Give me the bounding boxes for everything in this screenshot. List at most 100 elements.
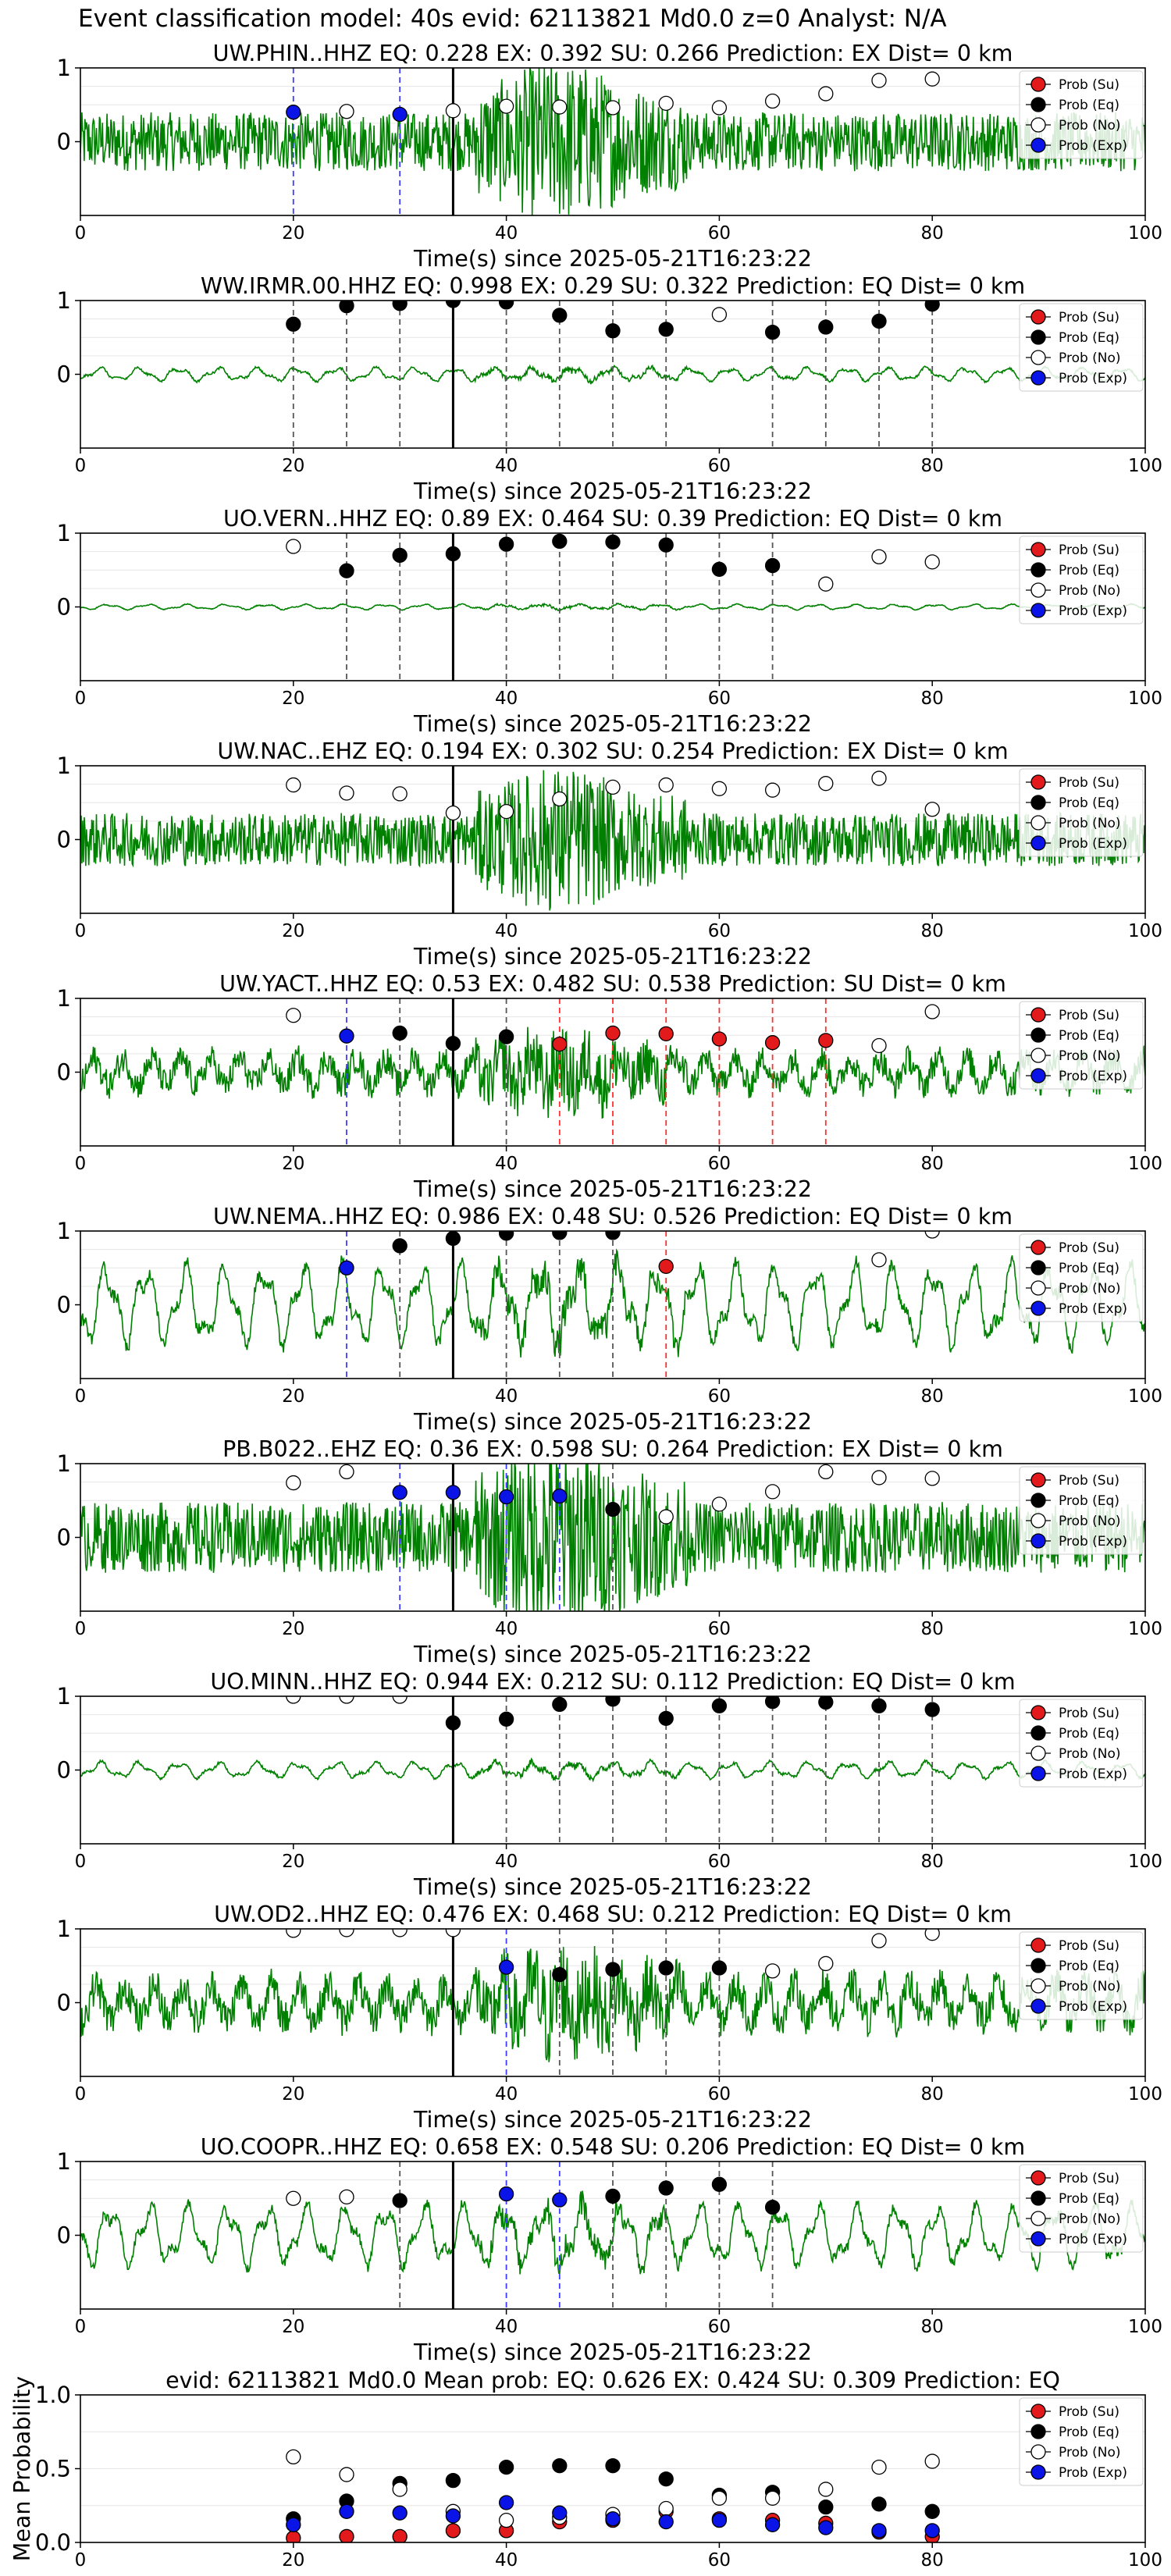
panel-title: evid: 62113821 Md0.0 Mean prob: EQ: 0.62… [166, 2368, 1060, 2393]
legend-label: Prob (No) [1059, 1281, 1121, 1297]
legend-label: Prob (Su) [1059, 2171, 1119, 2186]
prob-point-no [764, 1484, 781, 1500]
x-tick-label: 60 [708, 1619, 731, 1639]
legend-label: Prob (No) [1059, 118, 1121, 133]
x-tick-label: 40 [495, 456, 518, 476]
x-tick-label: 40 [495, 223, 518, 244]
prob-point-no [445, 805, 461, 821]
legend-label: Prob (Eq) [1059, 1261, 1119, 1276]
x-tick-label: 80 [921, 1386, 944, 1407]
y-tick-label: 1.0 [35, 2382, 71, 2408]
waveform [80, 68, 1145, 215]
y-tick-label: 0 [57, 1525, 71, 1551]
prob-point-exp [339, 1260, 354, 1276]
prob-point-no [339, 2189, 354, 2205]
x-axis-label: Time(s) since 2025-05-21T16:23:22 [413, 1409, 812, 1435]
legend-box [1019, 1233, 1144, 1322]
y-tick-label: 1 [57, 2148, 71, 2175]
prob-point-no [605, 779, 621, 795]
legend-marker [1030, 1533, 1046, 1549]
x-tick-label: 80 [921, 1852, 944, 1872]
prob-point-exp [445, 1485, 461, 1500]
prob-point-no [286, 2449, 301, 2465]
legend-label: Prob (Eq) [1059, 98, 1119, 113]
x-tick-label: 20 [282, 2084, 304, 2105]
prob-point-no [924, 802, 940, 817]
legend-marker [1030, 1937, 1046, 1953]
x-tick-label: 100 [1128, 1619, 1162, 1639]
plot-area [286, 2449, 940, 2542]
legend-marker [1030, 1048, 1046, 1063]
legend-label: Prob (Eq) [1059, 2425, 1119, 2440]
prob-point-exp [392, 106, 408, 123]
prob-point-eq [711, 561, 728, 577]
legend-marker [1030, 1725, 1046, 1741]
legend-marker [1030, 774, 1046, 790]
x-tick-label: 0 [75, 688, 87, 709]
prob-point-eq [498, 536, 514, 552]
prob-point-eq [818, 2499, 834, 2515]
x-axis-label: Time(s) since 2025-05-21T16:23:22 [413, 2339, 812, 2365]
prob-point-exp [392, 2505, 408, 2521]
legend-label: Prob (Eq) [1059, 1493, 1119, 1509]
legend-label: Prob (Exp) [1059, 1301, 1127, 1317]
x-axis-label: Time(s) since 2025-05-21T16:23:22 [413, 944, 812, 970]
station-panel-5: UW.YACT..HHZ EQ: 0.53 EX: 0.482 SU: 0.53… [57, 971, 1162, 1202]
legend-marker [1030, 2464, 1046, 2480]
legend-marker [1030, 1280, 1046, 1296]
panel-title: UW.PHIN..HHZ EQ: 0.228 EX: 0.392 SU: 0.2… [213, 41, 1013, 66]
legend-marker [1030, 815, 1046, 831]
prob-point-eq [552, 1966, 568, 1983]
prob-point-exp [339, 1028, 354, 1044]
prob-point-eq [605, 323, 621, 339]
prob-point-no [871, 2459, 887, 2475]
prob-point-exp [605, 2511, 621, 2527]
x-axis-label: Time(s) since 2025-05-21T16:23:22 [413, 1176, 812, 1202]
prob-point-su [392, 2528, 408, 2542]
x-axis-label: Time(s) since 2025-05-21T16:23:22 [413, 246, 812, 272]
prob-point-exp [498, 1489, 514, 1505]
plot-area [80, 1231, 1145, 1379]
x-tick-label: 40 [495, 2550, 518, 2571]
legend-marker [1030, 835, 1046, 851]
prob-point-eq [658, 537, 674, 553]
legend-label: Prob (Exp) [1059, 1767, 1127, 1782]
x-tick-label: 0 [75, 2317, 87, 2337]
prob-point-no [658, 95, 674, 112]
legend-marker [1030, 795, 1046, 810]
prob-point-eq [658, 1710, 674, 1727]
legend-box [1019, 768, 1144, 857]
prob-point-no [764, 1963, 781, 1979]
x-tick-label: 0 [75, 2084, 87, 2105]
prob-point-no [924, 2453, 940, 2469]
legend-marker [1030, 97, 1046, 112]
x-tick-label: 60 [708, 921, 731, 941]
prob-point-exp [286, 105, 301, 120]
waveform [80, 1248, 1145, 1358]
prob-point-eq [711, 2176, 728, 2192]
legend-box [1019, 2164, 1144, 2253]
x-axis-label: Time(s) since 2025-05-21T16:23:22 [413, 711, 812, 737]
station-panel-3: UO.VERN..HHZ EQ: 0.89 EX: 0.464 SU: 0.39… [57, 506, 1162, 737]
y-tick-label: 0 [57, 361, 71, 388]
legend-label: Prob (Exp) [1059, 1999, 1127, 2015]
y-tick-label: 0 [57, 827, 71, 853]
prob-point-exp [286, 2517, 301, 2532]
prob-point-no [871, 770, 887, 786]
legend-marker [1030, 1705, 1046, 1720]
legend-marker [1030, 542, 1046, 557]
prob-point-su [552, 1036, 568, 1052]
prob-point-no [339, 1464, 354, 1480]
prob-point-exp [498, 2495, 514, 2510]
prob-point-no [286, 1475, 301, 1491]
prob-point-eq [445, 546, 461, 562]
prob-point-su [658, 1026, 674, 1042]
legend-marker [1030, 582, 1046, 598]
legend-marker [1030, 117, 1046, 133]
legend-label: Prob (Su) [1059, 1008, 1119, 1023]
prob-point-eq [711, 1698, 728, 1713]
prob-point-eq [924, 2503, 940, 2519]
prob-point-no [498, 98, 514, 114]
prob-point-no [286, 777, 301, 793]
figure-title: Event classification model: 40s evid: 62… [78, 5, 947, 33]
